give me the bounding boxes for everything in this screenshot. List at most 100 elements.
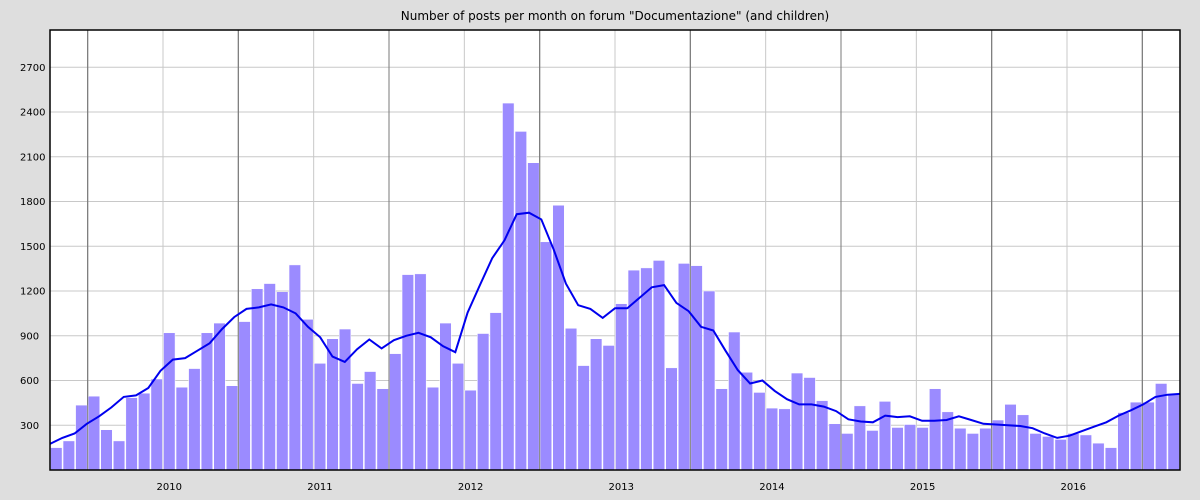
bar — [489, 312, 502, 471]
bar — [791, 372, 804, 471]
y-tick-label: 900 — [20, 331, 39, 342]
bar — [904, 424, 917, 471]
bar — [828, 423, 841, 471]
moving-average-line — [49, 211, 1181, 445]
bar — [502, 102, 515, 471]
bar — [100, 429, 113, 471]
bar — [1004, 404, 1017, 471]
x-year-label: 2014 — [759, 482, 784, 493]
bar — [979, 427, 992, 471]
bar — [665, 367, 678, 471]
bar — [640, 267, 653, 471]
bar — [1117, 412, 1130, 471]
bar — [263, 283, 276, 471]
bar — [426, 386, 439, 471]
bar — [678, 263, 691, 471]
x-year-label: 2013 — [609, 482, 634, 493]
x-axis-year-labels: 2010 2011 2012 2013 2014 2015 2016 — [157, 482, 1086, 493]
plot-frame — [49, 29, 1181, 471]
bar — [163, 332, 176, 471]
bar — [891, 427, 904, 471]
x-year-label: 2016 — [1061, 482, 1086, 493]
bar — [740, 372, 753, 471]
bar — [376, 388, 389, 471]
bar — [1067, 433, 1080, 471]
bar — [765, 407, 778, 471]
bar — [364, 371, 377, 471]
y-tick-label: 300 — [20, 421, 39, 432]
bar — [514, 131, 527, 471]
bar — [966, 433, 979, 471]
y-axis-tick-labels: 300 600 900 1200 1500 1800 2100 2400 2700 — [20, 63, 45, 432]
bar — [866, 430, 879, 471]
bar-series — [50, 102, 1180, 471]
bar — [113, 440, 126, 471]
bar — [539, 241, 552, 471]
bar — [1054, 439, 1067, 471]
bar — [615, 303, 628, 471]
bar — [150, 378, 163, 471]
bar — [50, 447, 63, 471]
y-tick-label: 1800 — [20, 197, 45, 208]
bar — [1017, 414, 1030, 471]
bar — [577, 365, 590, 471]
bar — [590, 338, 603, 471]
bar — [414, 273, 427, 471]
bar — [138, 392, 151, 471]
y-tick-label: 1200 — [20, 287, 45, 298]
bar — [200, 332, 213, 471]
bar — [991, 419, 1004, 471]
bar — [929, 388, 942, 471]
bar — [276, 291, 289, 471]
bar — [464, 389, 477, 471]
bar — [452, 363, 465, 471]
bar — [87, 395, 100, 471]
bar — [1104, 447, 1117, 471]
bar — [301, 319, 314, 471]
bar — [288, 264, 301, 471]
bar — [778, 408, 791, 471]
bar — [1042, 436, 1055, 471]
bar — [188, 368, 201, 471]
bar — [703, 290, 716, 471]
bar — [313, 363, 326, 471]
bar — [62, 440, 75, 471]
bar — [853, 405, 866, 471]
x-year-label: 2011 — [307, 482, 332, 493]
y-tick-label: 2400 — [20, 108, 45, 119]
bar — [728, 331, 741, 471]
bar — [401, 274, 414, 471]
y-tick-label: 2100 — [20, 152, 45, 163]
bar — [527, 162, 540, 471]
bar — [339, 328, 352, 471]
y-tick-label: 1500 — [20, 242, 45, 253]
bar — [602, 345, 615, 471]
bar — [1092, 442, 1105, 471]
line-series — [49, 30, 1181, 470]
bar — [565, 328, 578, 471]
bar — [878, 401, 891, 471]
bar — [715, 388, 728, 471]
bar — [652, 260, 665, 471]
x-year-label: 2012 — [458, 482, 483, 493]
bar — [954, 427, 967, 471]
chart-title: Number of posts per month on forum "Docu… — [401, 9, 830, 23]
bar — [251, 288, 264, 471]
bar — [1079, 434, 1092, 471]
bar — [389, 353, 402, 471]
bar — [238, 321, 251, 471]
bar — [175, 386, 188, 471]
bar — [351, 383, 364, 471]
bar — [1142, 401, 1155, 471]
bar — [916, 427, 929, 471]
bar — [690, 265, 703, 471]
x-year-label: 2010 — [157, 482, 182, 493]
y-tick-label: 600 — [20, 376, 39, 387]
bar — [1029, 433, 1042, 471]
bar — [753, 392, 766, 471]
bar — [1167, 394, 1180, 471]
bar — [1130, 401, 1143, 471]
y-tick-label: 2700 — [20, 63, 45, 74]
